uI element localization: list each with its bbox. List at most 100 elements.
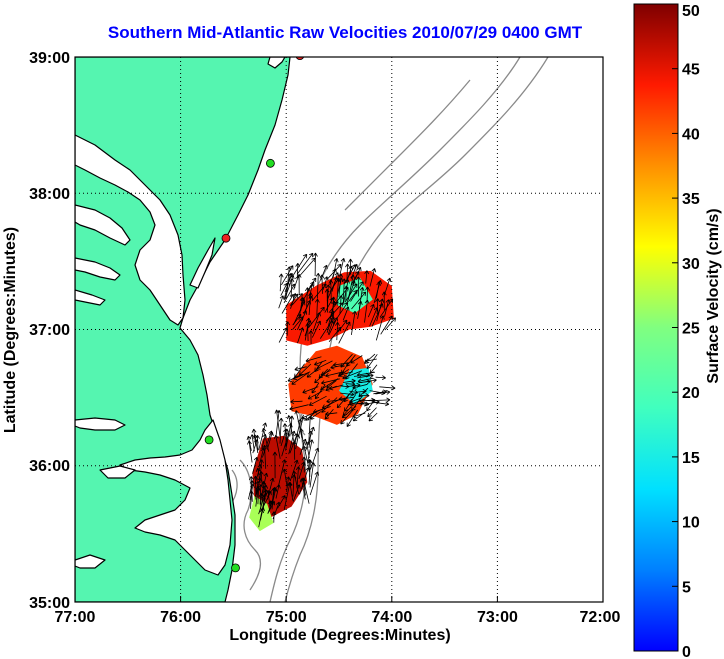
velocity-arrow [340, 391, 355, 397]
velocity-arrow [308, 292, 313, 316]
velocity-arrow [301, 456, 307, 473]
velocity-arrow [322, 276, 329, 290]
velocity-arrow [375, 315, 385, 341]
velocity-arrow [320, 264, 328, 281]
velocity-arrow [340, 409, 354, 425]
velocity-arrow [294, 366, 307, 372]
velocity-arrow [374, 397, 391, 403]
velocity-arrow [302, 386, 319, 394]
x-tick-label: 73:00 [477, 609, 518, 626]
colorbar-tick-label: 20 [682, 385, 700, 402]
velocity-arrow [307, 459, 313, 477]
radar-station-marker [231, 563, 240, 573]
velocity-arrow [326, 398, 346, 404]
velocity-arrow [246, 435, 252, 451]
x-tick-label: 74:00 [371, 609, 412, 626]
radar-station-marker [295, 57, 305, 60]
x-tick-label: 72:00 [580, 609, 621, 626]
velocity-arrow [262, 444, 268, 469]
velocity-arrow [289, 293, 299, 307]
velocity-arrow [358, 287, 365, 309]
velocity-arrow [248, 480, 255, 500]
velocity-arrow [346, 409, 359, 427]
velocity-arrow [345, 363, 358, 380]
y-tick-label: 38:00 [29, 186, 70, 203]
velocity-arrow [305, 356, 322, 363]
velocity-arrow [307, 390, 323, 400]
velocity-arrow [343, 285, 349, 302]
velocity-arrow [348, 258, 353, 275]
velocity-arrow [353, 372, 370, 378]
radar-station-marker [265, 158, 275, 168]
velocity-arrow [335, 321, 340, 341]
velocity-arrow [256, 487, 261, 505]
velocity-arrow [309, 471, 320, 496]
map-layer [75, 57, 603, 602]
velocity-arrow [309, 462, 316, 488]
velocity-arrow [290, 399, 303, 405]
map-grid [75, 57, 603, 602]
velocity-arrow [270, 487, 276, 510]
velocity-arrow [289, 404, 309, 411]
velocity-arrow [314, 384, 326, 400]
velocity-arrow [359, 393, 370, 398]
velocity-arrow [342, 306, 350, 321]
velocity-arrow [324, 288, 330, 313]
velocity-arrow [348, 382, 361, 388]
velocity-arrow [291, 440, 297, 460]
plot-frame [74, 56, 604, 603]
velocity-arrow [345, 263, 350, 282]
velocity-arrow [277, 459, 287, 487]
velocity-arrow [252, 439, 259, 454]
velocity-arrow [271, 511, 277, 523]
velocity-arrow [326, 263, 342, 280]
velocity-arrow [285, 321, 291, 336]
velocity-arrow [298, 461, 306, 480]
velocity-arrow [358, 379, 371, 385]
velocity-arrow [331, 272, 340, 292]
velocity-arrow [304, 287, 310, 308]
colorbar-tick-label: 10 [682, 515, 700, 532]
velocity-arrow [383, 277, 392, 297]
velocity-arrow [364, 270, 370, 284]
velocity-arrow [252, 456, 259, 474]
figure-title: Southern Mid-Atlantic Raw Velocities 201… [108, 23, 583, 42]
velocity-arrow [313, 252, 318, 277]
velocity-arrow [308, 430, 313, 448]
velocity-arrow [381, 291, 387, 311]
velocity-arrow [342, 378, 356, 384]
velocity-arrow [369, 307, 379, 327]
velocity-arrow [369, 364, 378, 374]
velocity-arrow [295, 466, 301, 489]
radar-stations [204, 57, 305, 573]
velocity-arrow [293, 253, 308, 276]
velocity-arrow [329, 268, 337, 286]
velocity-arrow [308, 330, 314, 345]
velocity-arrow [298, 416, 305, 437]
velocity-arrow [308, 395, 327, 406]
velocity-arrow [345, 381, 356, 387]
velocity-arrow [293, 300, 306, 325]
velocity-arrow [255, 480, 260, 497]
velocity-arrow [344, 394, 357, 412]
velocity-arrow [308, 283, 315, 299]
velocity-arrow [281, 293, 294, 314]
velocity-arrow [366, 399, 376, 412]
velocity-arrow [320, 378, 339, 391]
velocity-arrow [282, 468, 288, 489]
velocity-arrow [374, 401, 390, 407]
velocity-arrow [275, 484, 281, 499]
velocity-arrow [361, 397, 376, 403]
velocity-arrow [289, 459, 299, 482]
velocity-arrow [367, 407, 377, 418]
colorbar-tick-label: 25 [682, 321, 700, 338]
velocity-arrow [311, 320, 322, 338]
velocity-arrow [258, 495, 266, 515]
velocity-arrow [369, 268, 377, 287]
velocity-arrow [375, 298, 380, 314]
velocity-arrow [301, 477, 310, 504]
colorbar-tick-label: 40 [682, 126, 700, 143]
x-tick-label: 77:00 [55, 609, 96, 626]
colorbar-tick-label: 45 [682, 62, 700, 79]
